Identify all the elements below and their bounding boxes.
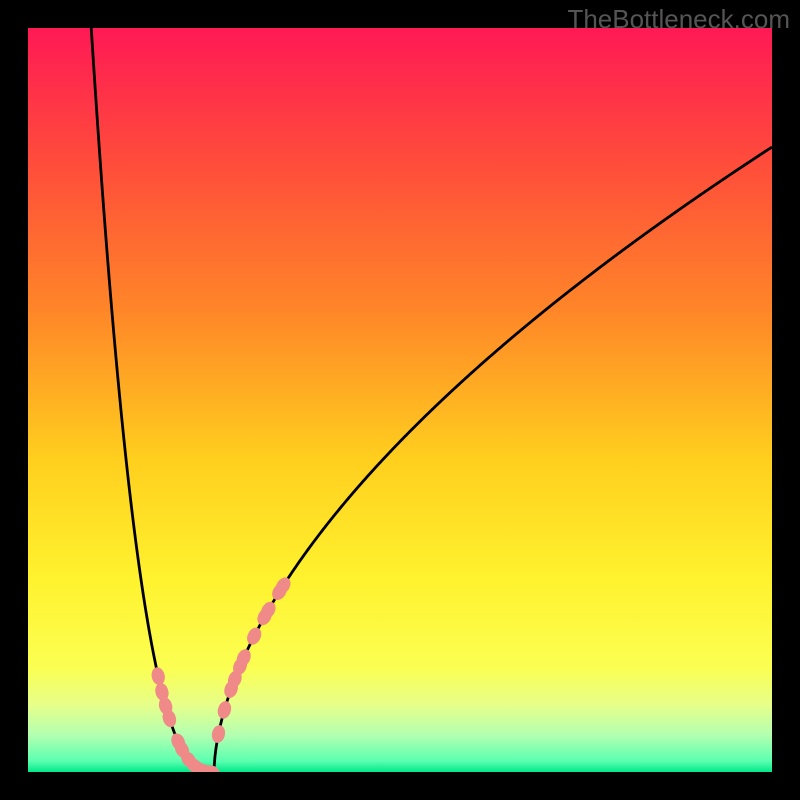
chart-background [28,28,772,772]
watermark-text: TheBottleneck.com [567,4,790,35]
chart-container: TheBottleneck.com [0,0,800,800]
bottleneck-chart [0,0,800,800]
